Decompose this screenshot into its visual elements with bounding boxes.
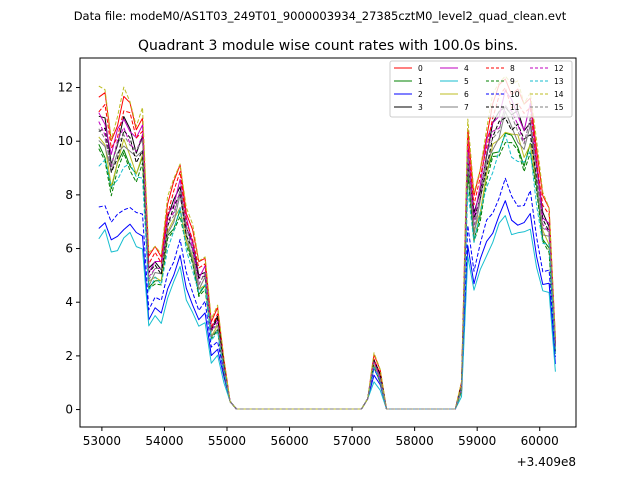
- legend-label: 0: [418, 64, 423, 73]
- legend-frame: [389, 60, 573, 118]
- legend-label: 15: [554, 103, 564, 112]
- legend-label: 3: [418, 103, 423, 112]
- legend-label: 14: [554, 90, 564, 99]
- y-tick-label: 0: [65, 403, 73, 417]
- x-tick-label: 60000: [521, 434, 559, 448]
- y-tick-label: 12: [58, 81, 73, 95]
- x-axis-offset-label: +3.409e8: [517, 455, 576, 469]
- legend-label: 2: [418, 90, 423, 99]
- chart-title: Quadrant 3 module wise count rates with …: [138, 38, 518, 54]
- x-tick-label: 53000: [83, 434, 121, 448]
- legend-label: 7: [464, 103, 469, 112]
- x-axis: 53000 54000 55000 56000 57000 58000 59000 60000: [83, 427, 559, 448]
- series-line-15: [98, 104, 556, 410]
- plot-area: [79, 57, 577, 428]
- x-tick-label: 56000: [270, 434, 308, 448]
- legend-label: 6: [464, 90, 469, 99]
- legend-label: 5: [464, 77, 469, 86]
- x-tick-label: 57000: [333, 434, 371, 448]
- y-tick-label: 2: [65, 349, 73, 363]
- series-line-8: [98, 87, 556, 410]
- x-tick-label: 55000: [208, 434, 246, 448]
- y-tick-label: 8: [65, 188, 73, 202]
- legend-label: 12: [554, 64, 564, 73]
- y-axis: 0 2 4 6 8 10 12: [58, 81, 80, 417]
- y-tick-label: 4: [65, 295, 73, 309]
- y-tick-label: 10: [58, 134, 73, 148]
- legend-label: 1: [418, 77, 423, 86]
- x-tick-label: 59000: [458, 434, 496, 448]
- series-layer: [98, 75, 556, 410]
- x-tick-label: 54000: [145, 434, 183, 448]
- y-tick-label: 6: [65, 242, 73, 256]
- series-line-10: [98, 177, 556, 410]
- legend-label: 4: [464, 64, 469, 73]
- legend-label: 8: [510, 64, 515, 73]
- x-tick-label: 58000: [396, 434, 434, 448]
- supertitle: Data file: modeM0/AS1T03_249T01_90000039…: [74, 9, 567, 23]
- legend-label: 10: [510, 90, 520, 99]
- legend-label: 13: [554, 77, 564, 86]
- legend-label: 11: [510, 103, 520, 112]
- legend-label: 9: [510, 77, 515, 86]
